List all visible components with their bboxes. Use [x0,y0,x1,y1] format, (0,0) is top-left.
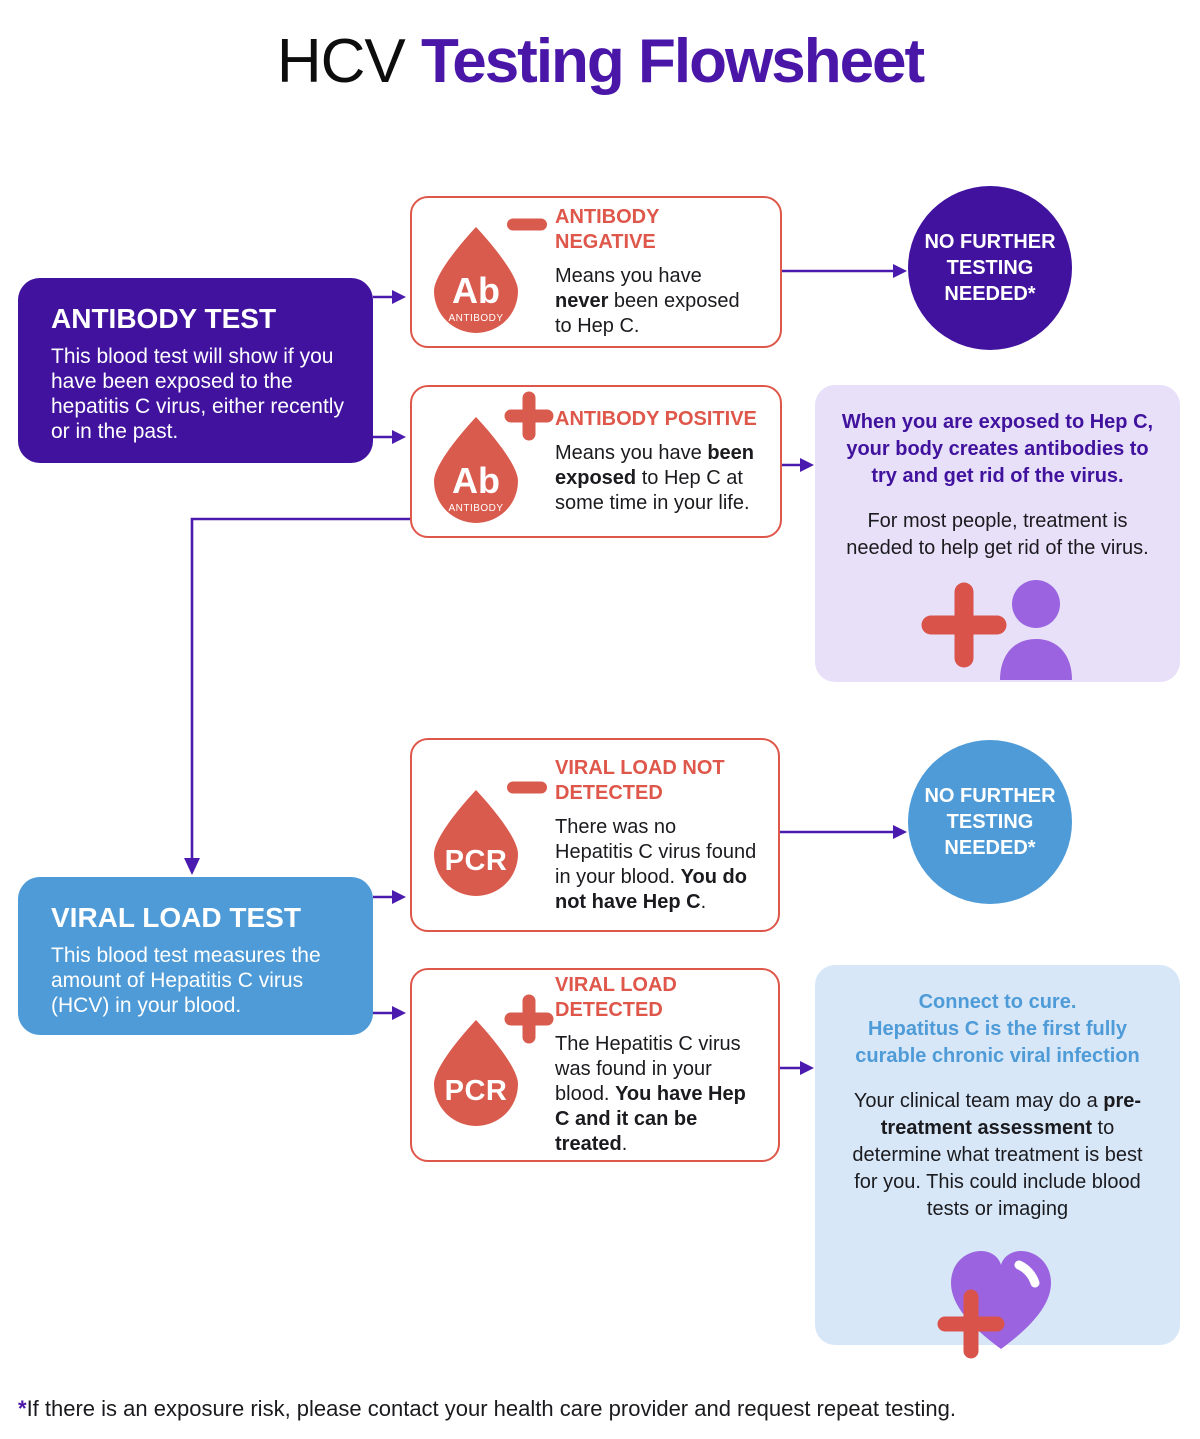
page-title-highlight: Testing Flowsheet [420,27,925,96]
page-title: HCV Testing Flowsheet [0,26,1200,97]
blood-drop-antibody-icon: Ab ANTIBODY [434,227,518,333]
antibody-test-title: ANTIBODY TEST [51,303,277,334]
viral-detected-text: VIRAL LOAD DETECTED The Hepatitis C viru… [542,973,758,1157]
antibody-negative-heading: ANTIBODY NEGATIVE [555,206,660,253]
result-card-viral-load-detected: PCR VIRAL LOAD DETECTED The Hepatitis C … [410,968,780,1162]
blood-drop-pcr-icon: PCR [434,790,518,896]
outcome-circle-viral-label: NO FURTHER TESTING NEEDED* [924,785,1056,859]
viral-not-detected-heading: VIRAL LOAD NOT DETECTED [555,756,725,804]
minus-sign-icon [507,218,547,231]
arrow-viral-test-to-detected-card [373,1006,406,1020]
antibody-test-description: This blood test will show if you have be… [51,345,344,443]
viral-load-test-title: VIRAL LOAD TEST [51,902,301,933]
result-card-antibody-negative: Ab ANTIBODY ANTIBODY NEGATIVE Means you … [410,196,782,348]
arrow-detected-card-to-blue-info [780,1061,814,1075]
svg-text:Ab: Ab [452,460,500,501]
svg-text:PCR: PCR [445,845,508,877]
viral-not-detected-body: There was no Hepatitis C virus found in … [555,815,757,913]
plus-sign-icon [504,994,554,1044]
footnote-text: If there is an exposure risk, please con… [26,1396,956,1421]
arrow-antibody-test-to-negative-card [373,290,406,304]
antibody-positive-body: Means you have been exposed to Hep C at … [555,442,755,514]
outcome-circle-no-further-testing-viral: NO FURTHER TESTING NEEDED* [908,740,1072,904]
viral-detected-body: The Hepatitis C virus was found in your … [555,1033,746,1155]
pcr-drop-icon-wrap: PCR [428,994,554,1128]
antibody-negative-text: ANTIBODY NEGATIVE Means you have never b… [542,205,760,339]
minus-sign-icon [507,781,547,794]
arrow-negative-card-to-purple-circle [782,264,907,278]
result-card-antibody-positive: Ab ANTIBODY ANTIBODY POSITIVE Means you … [410,385,782,538]
viral-load-test-box: VIRAL LOAD TEST This blood test measures… [18,877,373,1035]
outcome-circle-no-further-testing-antibody: NO FURTHER TESTING NEEDED* [908,186,1072,350]
antibody-info-heading: When you are exposed to Hep C, your body… [841,411,1154,487]
viral-info-heading: Connect to cure. Hepatitus C is the firs… [855,991,1140,1067]
arrow-positive-card-to-purple-info [782,458,814,472]
antibody-drop-icon-wrap: Ab ANTIBODY [428,209,547,335]
blood-drop-pcr-icon: PCR [434,1020,518,1126]
arrow-not-detected-card-to-blue-circle [780,825,907,839]
viral-info-body: Your clinical team may do a pre-treatmen… [852,1090,1143,1220]
footnote-asterisk: * [18,1396,27,1421]
arrow-viral-test-to-not-detected-card [373,890,406,904]
info-box-viral-detected: Connect to cure. Hepatitus C is the firs… [815,965,1180,1359]
result-card-viral-load-not-detected: PCR VIRAL LOAD NOT DETECTED There was no… [410,738,780,932]
viral-load-test-description: This blood test measures the amount of H… [51,944,321,1017]
antibody-info-body: For most people, treatment is needed to … [846,510,1149,559]
svg-text:Ab: Ab [452,270,500,311]
viral-detected-heading: VIRAL LOAD DETECTED [555,974,677,1021]
page-title-prefix: HCV [276,27,421,96]
pcr-drop-icon-wrap: PCR [428,772,547,898]
svg-text:PCR: PCR [445,1075,508,1107]
plus-sign-icon [504,391,554,440]
person-with-medical-cross-icon [921,580,1072,680]
outcome-circle-antibody-label: NO FURTHER TESTING NEEDED* [924,231,1056,305]
svg-text:ANTIBODY: ANTIBODY [448,503,503,514]
viral-not-detected-text: VIRAL LOAD NOT DETECTED There was no Hep… [542,756,758,915]
antibody-negative-body: Means you have never been exposed to Hep… [555,265,740,337]
svg-text:ANTIBODY: ANTIBODY [448,313,503,324]
antibody-drop-icon-wrap: Ab ANTIBODY [428,391,554,525]
blood-drop-antibody-icon: Ab ANTIBODY [434,416,518,523]
antibody-positive-heading: ANTIBODY POSITIVE [555,408,757,430]
arrow-positive-card-to-viral-load-test [184,517,410,875]
antibody-positive-text: ANTIBODY POSITIVE Means you have been ex… [542,407,760,516]
arrow-antibody-test-to-positive-card [373,430,406,444]
antibody-test-box: ANTIBODY TEST This blood test will show … [18,278,373,463]
heart-with-medical-cross-icon [937,1251,1051,1359]
info-box-antibody-positive: When you are exposed to Hep C, your body… [815,385,1180,682]
footnote: *If there is an exposure risk, please co… [18,1396,956,1422]
